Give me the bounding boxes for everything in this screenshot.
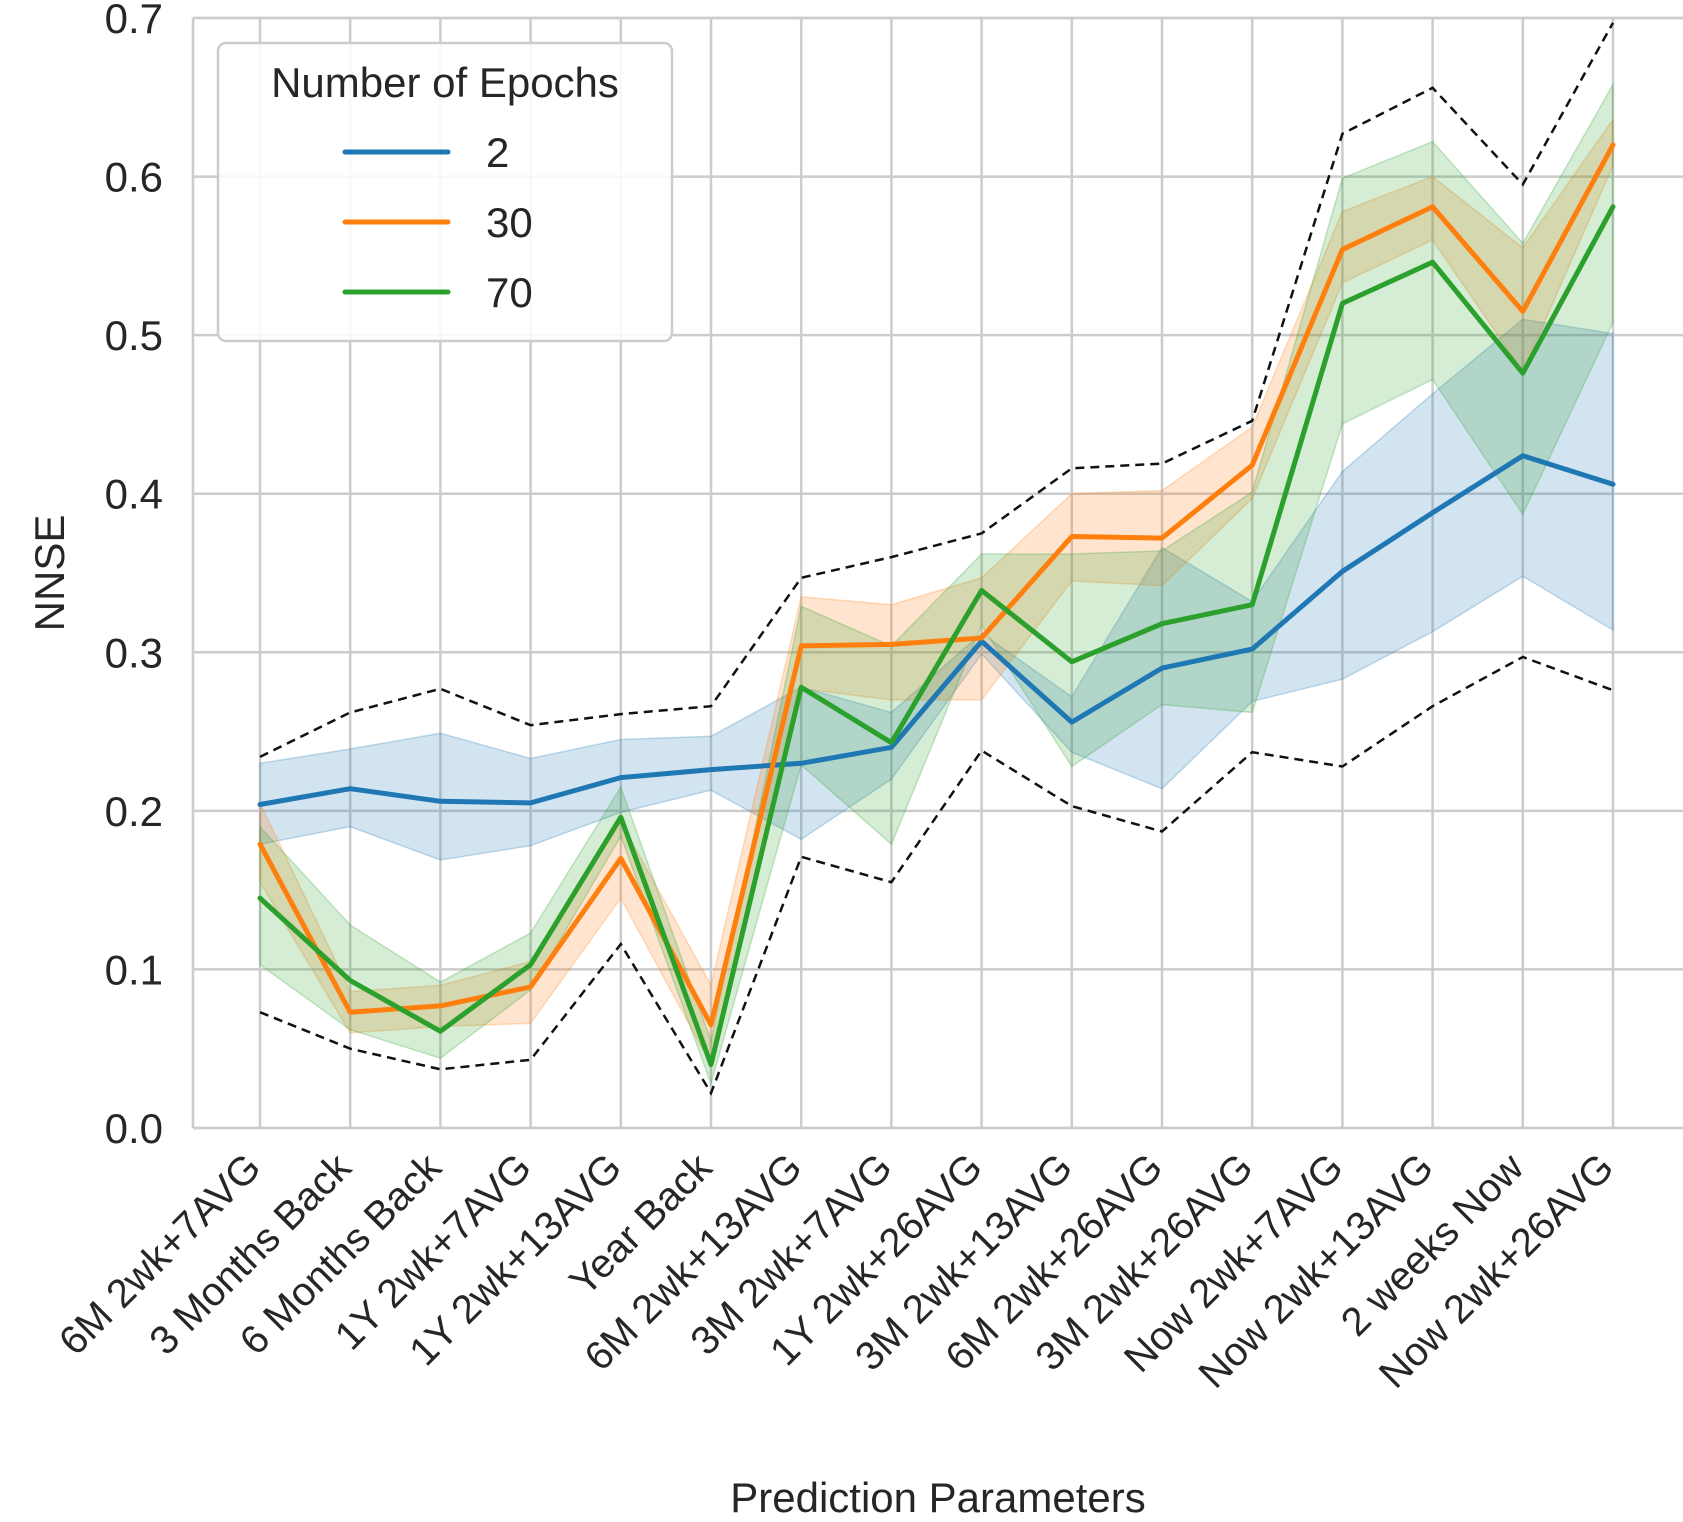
lower-dashed-line bbox=[259, 655, 1614, 1096]
dashed-envelope bbox=[259, 22, 1615, 1096]
y-tick-label: 0.3 bbox=[105, 629, 163, 676]
y-tick-label: 0.6 bbox=[105, 154, 163, 201]
line-series-70 bbox=[257, 204, 1616, 1068]
upper-dashed-line bbox=[259, 22, 1615, 759]
band-series-30 bbox=[259, 117, 1614, 1067]
y-tick-label: 0.0 bbox=[105, 1105, 163, 1152]
y-axis-label: NNSE bbox=[26, 515, 73, 632]
legend: Number of Epochs 2 30 70 bbox=[216, 41, 674, 343]
y-tick-label: 0.5 bbox=[105, 312, 163, 359]
legend-label-70: 70 bbox=[486, 269, 533, 316]
legend-title: Number of Epochs bbox=[271, 59, 619, 106]
y-tick-label: 0.4 bbox=[105, 471, 163, 518]
y-tick-label: 0.7 bbox=[105, 0, 163, 42]
legend-entries: 2 30 70 bbox=[342, 129, 533, 316]
y-tick-label: 0.1 bbox=[105, 946, 163, 993]
axes bbox=[191, 16, 1683, 1130]
y-tick-label: 0.2 bbox=[105, 788, 163, 835]
legend-label-2: 2 bbox=[486, 129, 509, 176]
x-axis-label: Prediction Parameters bbox=[730, 1474, 1146, 1517]
legend-box bbox=[216, 41, 674, 343]
y-tick-labels: 0.0 0.1 0.2 0.3 0.4 0.5 0.6 0.7 bbox=[105, 0, 163, 1152]
legend-label-30: 30 bbox=[486, 199, 533, 246]
band-series-2 bbox=[259, 318, 1614, 861]
series-lines bbox=[257, 142, 1616, 1068]
line-series-2 bbox=[257, 453, 1616, 807]
